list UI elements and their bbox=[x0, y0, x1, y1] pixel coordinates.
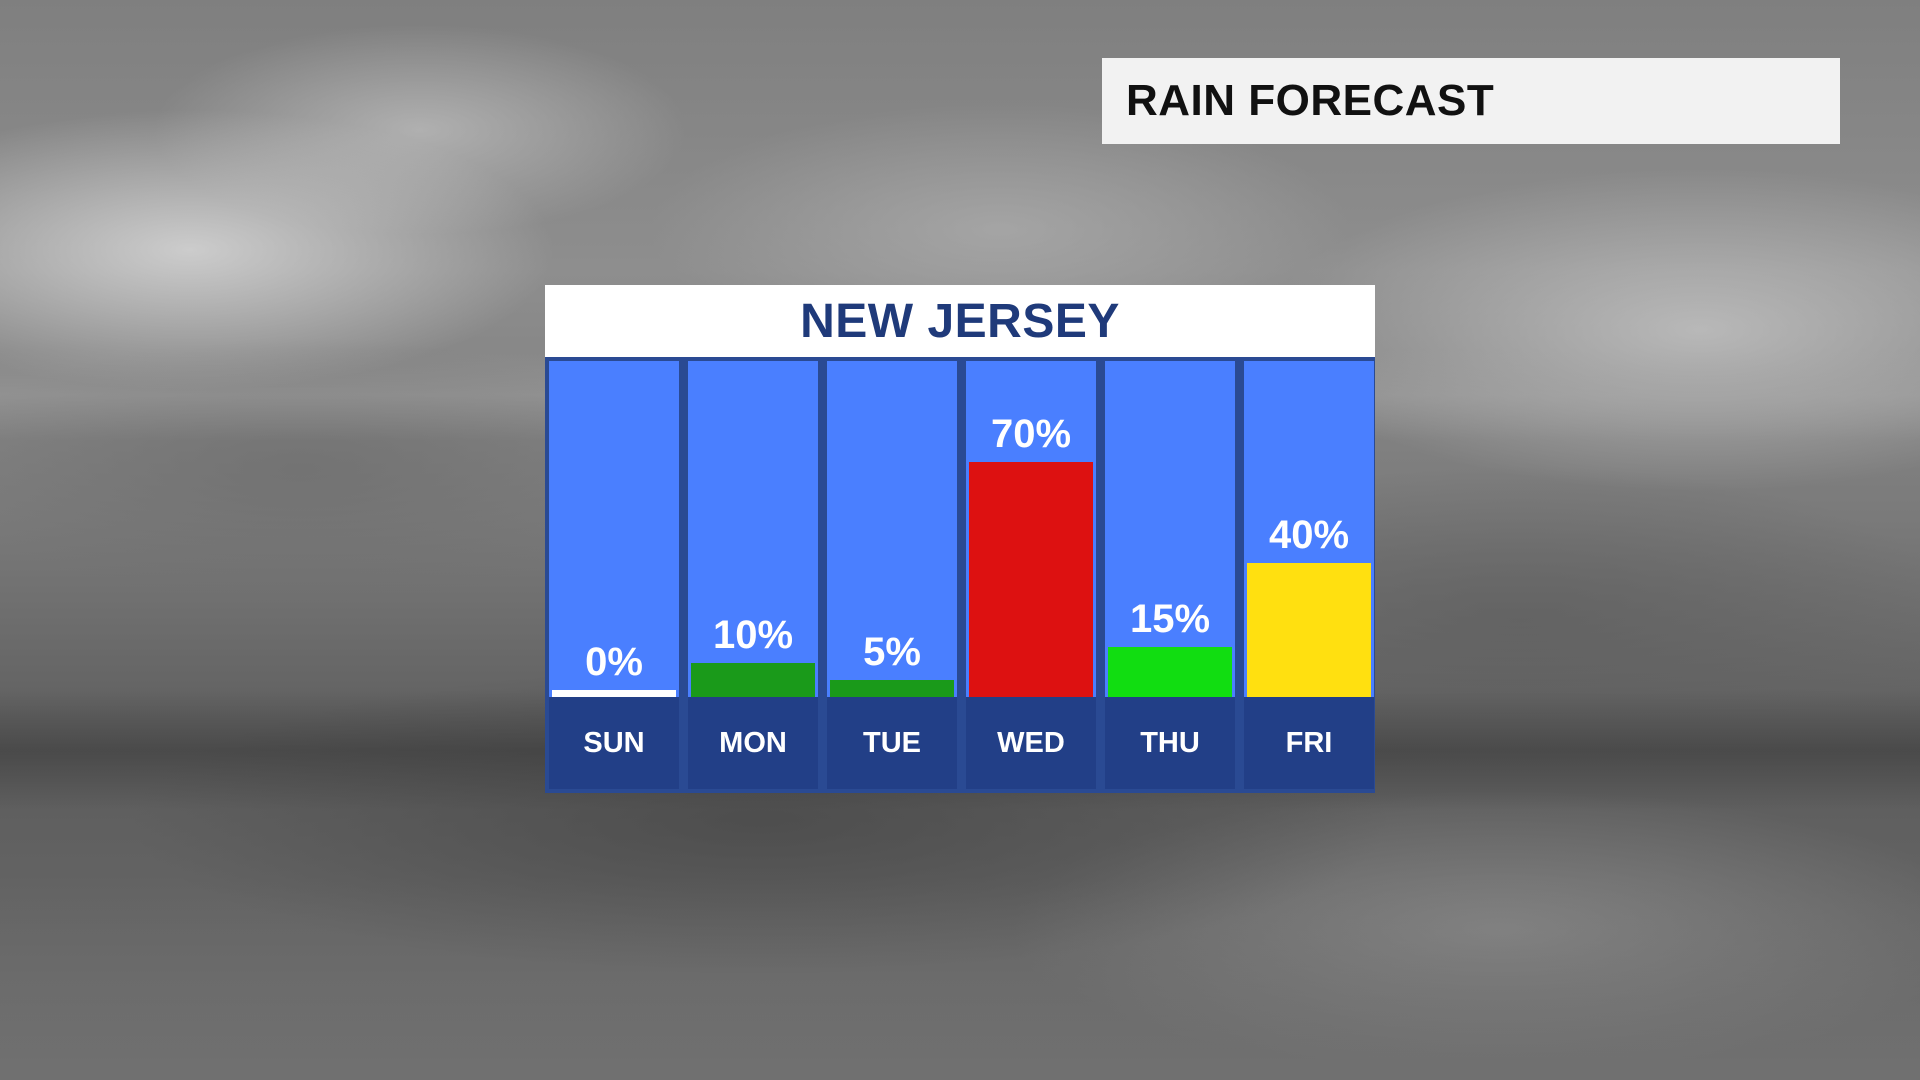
day-label-tue: TUE bbox=[827, 697, 957, 789]
value-label-sun: 0% bbox=[585, 640, 643, 684]
day-label-fri: FRI bbox=[1244, 697, 1374, 789]
value-label-tue: 5% bbox=[863, 630, 921, 675]
bar-chart: 0% SUN 10% MON 5% TUE 70% WED 15% THU 40% FRI bbox=[545, 357, 1375, 793]
value-label-thu: 15% bbox=[1129, 596, 1211, 641]
value-label-fri: 40% bbox=[1268, 512, 1350, 557]
day-label-wed: WED bbox=[966, 697, 1096, 789]
bar-column-sun: 0% bbox=[549, 361, 679, 697]
bar-column-mon: 10% bbox=[688, 361, 818, 697]
day-label-sun: SUN bbox=[549, 697, 679, 789]
value-label-wed: 70% bbox=[990, 411, 1072, 456]
bar-column-fri: 40% bbox=[1244, 361, 1374, 697]
forecast-panel: NEW JERSEY 0% SUN 10% MON 5% TUE 70% WED 15% THU 4… bbox=[545, 285, 1375, 793]
day-label-mon: MON bbox=[688, 697, 818, 789]
cloud-band bbox=[0, 880, 1920, 1080]
bar-fri bbox=[1247, 562, 1371, 697]
rain-forecast-title-box: RAIN FORECAST bbox=[1102, 58, 1840, 144]
bar-column-tue: 5% bbox=[827, 361, 957, 697]
bar-wed bbox=[969, 461, 1093, 697]
value-label-mon: 10% bbox=[712, 613, 794, 658]
region-name: NEW JERSEY bbox=[800, 294, 1120, 348]
bar-mon bbox=[691, 663, 815, 697]
bar-column-wed: 70% bbox=[966, 361, 1096, 697]
bar-sun bbox=[552, 690, 676, 697]
bar-tue bbox=[830, 680, 954, 697]
bar-column-thu: 15% bbox=[1105, 361, 1235, 697]
day-label-thu: THU bbox=[1105, 697, 1235, 789]
region-header: NEW JERSEY bbox=[545, 285, 1375, 357]
rain-forecast-title: RAIN FORECAST bbox=[1126, 76, 1495, 125]
bar-thu bbox=[1108, 646, 1232, 697]
